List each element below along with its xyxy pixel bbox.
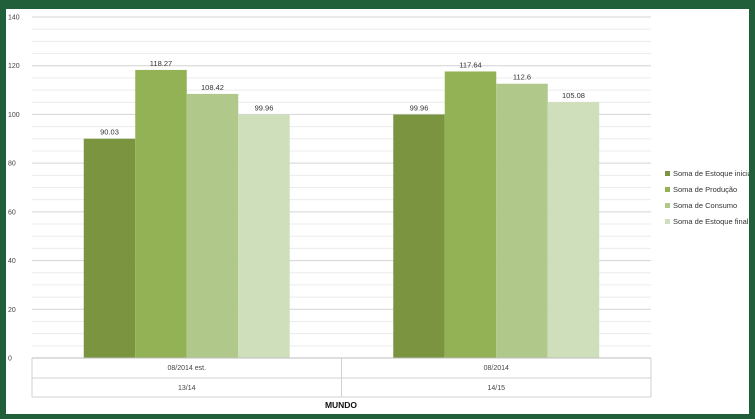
bar: [444, 71, 497, 358]
x-axis-title: MUNDO: [325, 400, 357, 410]
legend-entry: Soma de Produção: [673, 185, 737, 194]
legend-swatch: [665, 203, 670, 208]
y-tick-label: 60: [8, 209, 16, 216]
data-labels: 90.03 118.27 108.42 99.96 99.96 117.64 112.6 10…: [100, 59, 585, 137]
data-label: 108.42: [201, 83, 224, 92]
legend-entry: Soma de Estoque final: [673, 217, 749, 226]
bar: [547, 102, 600, 358]
data-label: 99.96: [255, 104, 274, 113]
bar: [238, 114, 290, 358]
data-label: 99.96: [410, 104, 429, 113]
x-axis: 08/2014 est. 13/14 08/2014 14/15 MUNDO: [31, 357, 652, 410]
legend-swatch: [665, 219, 670, 224]
data-label: 118.27: [150, 59, 172, 68]
legend-entry: Soma de Consumo: [673, 201, 737, 210]
y-tick-label: 20: [8, 307, 16, 314]
chart-panel: 0 20 40 60 80 100 120 140 90.03 118.27 108.42 99.9…: [6, 9, 754, 414]
bar: [135, 69, 187, 358]
x-category-label: 08/2014: [484, 365, 509, 372]
y-tick-label: 0: [8, 356, 12, 363]
y-tick-label: 120: [8, 63, 20, 70]
legend-entry: Soma de Estoque inicial: [673, 169, 749, 178]
x-category-label: 08/2014 est.: [167, 365, 206, 372]
bar: [83, 138, 136, 358]
legend-swatch: [665, 171, 670, 176]
y-tick-label: 40: [8, 258, 16, 265]
x-subcategory-label: 13/14: [178, 385, 196, 392]
y-tick-label: 140: [8, 15, 20, 22]
bar: [186, 93, 239, 358]
legend-swatch: [665, 187, 670, 192]
y-tick-label: 80: [8, 161, 16, 168]
bar: [393, 114, 445, 358]
y-tick-label: 100: [8, 112, 20, 119]
data-label: 105.08: [562, 91, 585, 100]
bar: [496, 83, 548, 358]
bars: [83, 69, 600, 358]
bar-chart: 0 20 40 60 80 100 120 140 90.03 118.27 108.42 99.9…: [8, 15, 754, 411]
x-subcategory-label: 14/15: [487, 385, 505, 392]
data-label: 90.03: [100, 128, 119, 137]
legend: Soma de Estoque inicial Soma de Produção S…: [665, 169, 754, 226]
data-label: 112.6: [513, 73, 531, 82]
data-label: 117.64: [459, 60, 481, 69]
y-axis: 0 20 40 60 80 100 120 140: [8, 15, 20, 363]
